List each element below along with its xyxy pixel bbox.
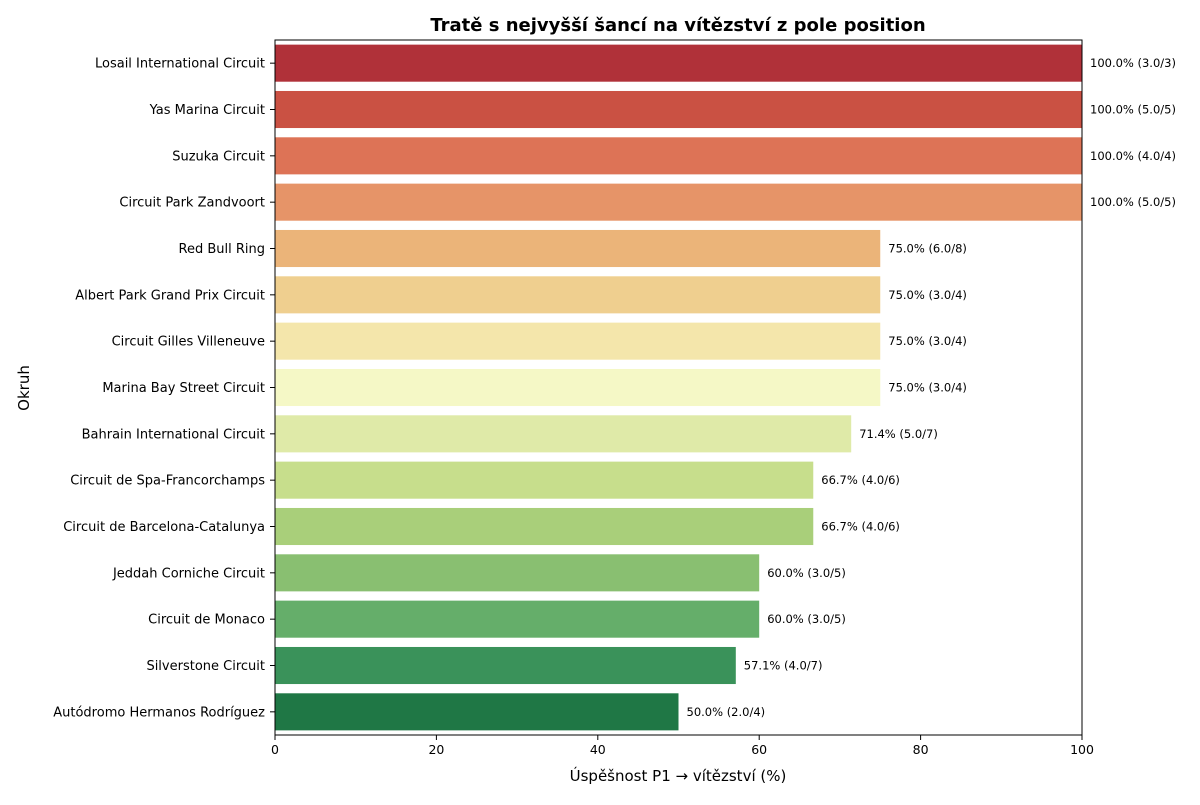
x-axis-label: Úspěšnost P1 → vítězství (%): [570, 766, 787, 785]
bar: [275, 137, 1082, 175]
y-tick-label: Yas Marina Circuit: [149, 103, 265, 118]
bar: [275, 368, 881, 407]
y-tick-label: Circuit de Spa-Francorchamps: [70, 474, 265, 489]
data-label: 100.0% (5.0/5): [1090, 195, 1176, 209]
bar: [275, 183, 1082, 221]
data-label: 100.0% (3.0/3): [1090, 56, 1176, 70]
chart-title: Tratě s nejvyšší šancí na vítězství z po…: [430, 15, 925, 36]
y-tick-label: Suzuka Circuit: [172, 149, 265, 164]
y-tick-label: Jeddah Corniche Circuit: [112, 566, 265, 581]
x-tick-label: 20: [428, 742, 444, 757]
data-label: 100.0% (4.0/4): [1090, 149, 1176, 163]
data-label: 50.0% (2.0/4): [687, 705, 766, 719]
y-tick-label: Marina Bay Street Circuit: [102, 381, 265, 396]
data-label: 60.0% (3.0/5): [767, 612, 846, 626]
bar: [275, 461, 814, 499]
data-label: 66.7% (4.0/6): [821, 473, 900, 487]
bar: [275, 693, 679, 731]
data-label: 71.4% (5.0/7): [859, 427, 938, 441]
data-label: 75.0% (6.0/8): [888, 242, 967, 256]
bar: [275, 229, 881, 268]
data-label: 57.1% (4.0/7): [744, 659, 823, 673]
bar: [275, 646, 736, 685]
x-tick-label: 0: [271, 742, 279, 757]
plot-area: Losail International Circuit 100.0% (3.0/…: [53, 39, 1176, 757]
plot-frame: [274, 39, 1083, 736]
y-tick-label: Albert Park Grand Prix Circuit: [75, 288, 265, 303]
data-label: 100.0% (5.0/5): [1090, 103, 1176, 117]
y-tick-label: Circuit de Barcelona-Catalunya: [63, 520, 265, 535]
y-tick-label: Bahrain International Circuit: [82, 427, 265, 442]
bar: [275, 415, 852, 453]
y-tick-label: Autódromo Hermanos Rodríguez: [53, 705, 265, 720]
data-label: 75.0% (3.0/4): [888, 288, 967, 302]
x-tick-label: 60: [751, 742, 767, 757]
bar: [275, 44, 1082, 82]
bar: [275, 554, 760, 592]
data-label: 60.0% (3.0/5): [767, 566, 846, 580]
bar: [275, 322, 881, 360]
y-tick-label: Circuit de Monaco: [148, 613, 265, 628]
y-tick-label: Circuit Gilles Villeneuve: [112, 335, 265, 350]
x-tick-label: 100: [1070, 742, 1094, 757]
y-tick-label: Circuit Park Zandvoort: [119, 196, 265, 211]
bar: [275, 600, 760, 638]
bar: [275, 276, 881, 314]
y-tick-label: Losail International Circuit: [95, 57, 265, 72]
x-tick-label: 80: [913, 742, 929, 757]
bar: [275, 507, 814, 546]
y-tick-label: Silverstone Circuit: [146, 659, 265, 674]
y-axis-label: Okruh: [15, 365, 33, 411]
data-label: 75.0% (3.0/4): [888, 381, 967, 395]
x-tick-label: 40: [590, 742, 606, 757]
data-label: 75.0% (3.0/4): [888, 334, 967, 348]
y-tick-label: Red Bull Ring: [179, 242, 265, 257]
bar: [275, 90, 1082, 129]
data-label: 66.7% (4.0/6): [821, 520, 900, 534]
